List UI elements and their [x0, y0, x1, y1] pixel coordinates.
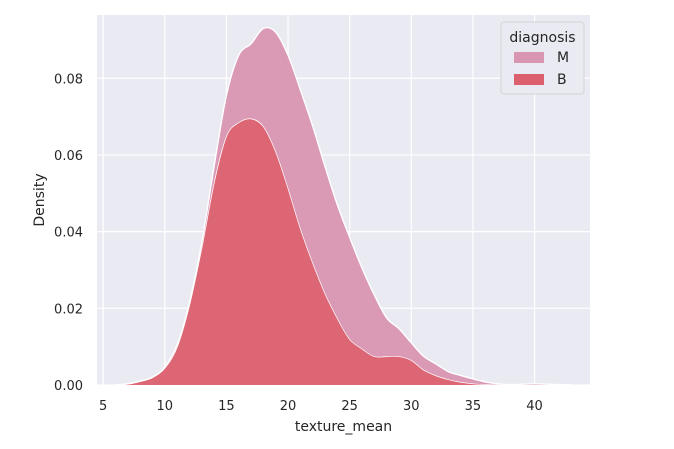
y-tick-label: 0.04 — [54, 226, 83, 241]
x-tick-label: 5 — [99, 399, 107, 414]
y-tick-label: 0.06 — [54, 149, 83, 164]
y-axis-ticks: 0.00 0.02 0.04 0.06 0.08 — [54, 72, 83, 394]
legend-swatch-m — [514, 52, 544, 63]
y-tick-label: 0.08 — [54, 72, 83, 87]
legend-label-b: B — [557, 72, 567, 88]
legend: diagnosis M B — [500, 21, 585, 95]
x-axis-ticks: 5 10 15 20 25 30 35 40 — [99, 399, 543, 414]
stacked-areas — [115, 26, 572, 386]
legend-swatch-b — [514, 74, 544, 85]
y-tick-label: 0.02 — [54, 302, 83, 317]
legend-label-m: M — [557, 50, 569, 66]
area-edge-m — [115, 26, 572, 386]
area-m — [115, 27, 572, 386]
x-tick-label: 20 — [280, 399, 297, 414]
legend-title: diagnosis — [509, 30, 575, 46]
x-tick-label: 35 — [465, 399, 482, 414]
y-tick-label: 0.00 — [54, 379, 83, 394]
x-tick-label: 10 — [157, 399, 174, 414]
x-tick-label: 15 — [218, 399, 235, 414]
x-tick-label: 25 — [341, 399, 358, 414]
x-tick-label: 40 — [526, 399, 543, 414]
y-axis-label: Density — [32, 173, 48, 226]
area-b — [115, 118, 572, 386]
x-axis-label: texture_mean — [295, 419, 392, 435]
x-tick-label: 30 — [403, 399, 420, 414]
